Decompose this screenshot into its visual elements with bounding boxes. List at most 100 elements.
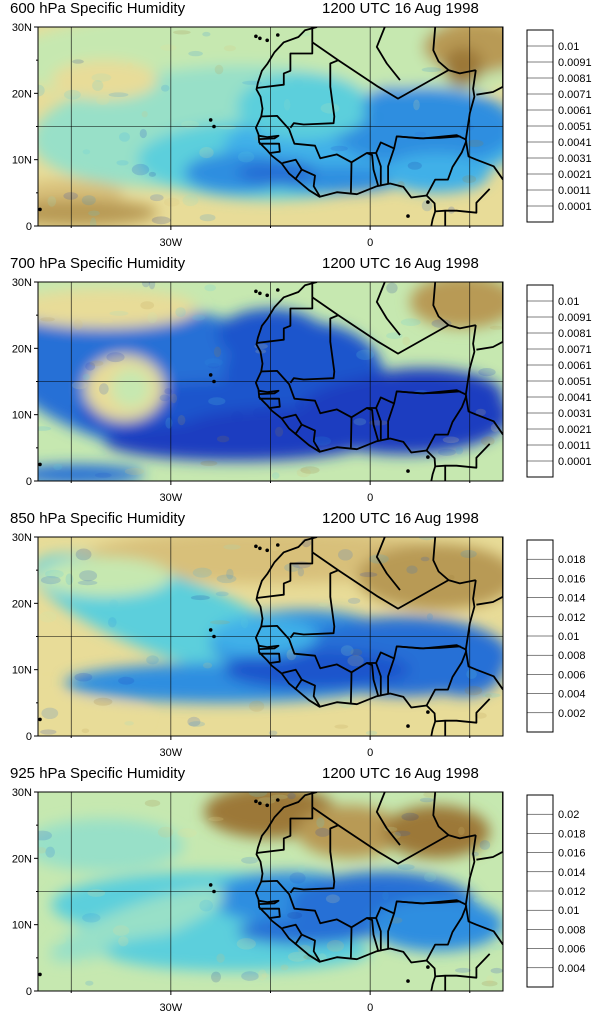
island bbox=[258, 36, 262, 41]
colorbar-label: 0.014 bbox=[558, 867, 586, 879]
border-line bbox=[435, 443, 491, 469]
humidity-texture bbox=[148, 282, 156, 290]
island bbox=[276, 33, 280, 37]
border-line bbox=[432, 792, 450, 836]
border-line bbox=[464, 834, 503, 946]
humidity-texture bbox=[150, 194, 164, 202]
humidity-texture bbox=[420, 556, 430, 562]
x-tick-label: 0 bbox=[367, 747, 373, 759]
humidity-texture bbox=[216, 435, 230, 443]
humidity-texture bbox=[119, 132, 130, 142]
colorbar-label: 0.01 bbox=[558, 296, 579, 308]
colorbar-label: 0.0041 bbox=[558, 392, 592, 404]
y-tick-label: 20N bbox=[12, 598, 32, 610]
humidity-texture bbox=[490, 944, 503, 951]
border-line bbox=[259, 142, 281, 154]
border-line bbox=[435, 953, 491, 979]
colorbar-label: 0.0051 bbox=[558, 376, 592, 388]
humidity-region bbox=[38, 702, 145, 730]
humidity-texture bbox=[407, 161, 422, 170]
map-600hpa: 30N 20N 10N 0 30W 0 0.01 0.0091 0.0081 0.0071 0.00… bbox=[12, 22, 592, 249]
humidity-texture bbox=[79, 570, 98, 582]
y-tick-label: 20N bbox=[12, 88, 32, 100]
y-tick-label: 30N bbox=[12, 787, 32, 799]
humidity-texture bbox=[474, 712, 487, 719]
coastline bbox=[254, 792, 437, 991]
border-line bbox=[435, 188, 491, 214]
island bbox=[265, 293, 270, 298]
humidity-texture bbox=[253, 407, 272, 419]
colorbar-label: 0.018 bbox=[558, 828, 586, 840]
coastline bbox=[254, 537, 437, 736]
humidity-texture bbox=[38, 84, 45, 97]
humidity-texture bbox=[64, 89, 81, 100]
humidity-texture bbox=[426, 613, 433, 621]
humidity-texture bbox=[311, 436, 332, 446]
colorbar-label: 0.0011 bbox=[558, 440, 591, 452]
border-line bbox=[289, 314, 339, 384]
island bbox=[276, 798, 280, 802]
humidity-texture bbox=[283, 205, 293, 213]
humidity-region bbox=[38, 818, 185, 872]
humidity-texture bbox=[489, 325, 503, 330]
humidity-texture bbox=[368, 420, 388, 426]
humidity-texture bbox=[356, 349, 374, 360]
island bbox=[276, 288, 280, 292]
border-line bbox=[259, 389, 280, 395]
y-tick-label: 30N bbox=[12, 532, 32, 544]
humidity-region bbox=[38, 179, 125, 207]
humidity-texture bbox=[40, 729, 57, 735]
humidity-texture bbox=[424, 872, 437, 883]
humidity-texture bbox=[315, 827, 331, 837]
humidity-texture bbox=[151, 216, 171, 225]
border-line bbox=[282, 923, 303, 946]
colorbar-label: 0.002 bbox=[558, 708, 586, 720]
humidity-region bbox=[38, 199, 158, 226]
border-line bbox=[366, 917, 379, 951]
border-line bbox=[366, 407, 379, 441]
humidity-texture bbox=[92, 80, 104, 91]
panel-925hpa: 925 hPa Specific Humidity 1200 UTC 16 Au… bbox=[0, 765, 600, 1020]
panel-700hpa: 700 hPa Specific Humidity 1200 UTC 16 Au… bbox=[0, 255, 600, 510]
humidity-region bbox=[297, 805, 404, 859]
colorbar-label: 0.0091 bbox=[558, 57, 592, 69]
humidity-texture bbox=[88, 210, 100, 216]
humidity-texture bbox=[394, 830, 411, 837]
humidity-texture bbox=[458, 826, 465, 836]
humidity-texture bbox=[248, 792, 268, 797]
border-line bbox=[375, 792, 401, 846]
humidity-texture bbox=[124, 468, 144, 475]
humidity-texture bbox=[175, 307, 186, 317]
island bbox=[38, 717, 42, 722]
humidity-field bbox=[38, 792, 503, 991]
x-tick-label: 30W bbox=[160, 747, 183, 759]
island bbox=[254, 799, 258, 804]
island bbox=[406, 469, 410, 473]
humidity-texture bbox=[141, 282, 150, 288]
humidity-texture bbox=[382, 891, 389, 901]
humidity-texture bbox=[340, 645, 354, 656]
border-line bbox=[259, 397, 281, 409]
graticule bbox=[38, 537, 503, 736]
island bbox=[258, 546, 262, 551]
humidity-texture bbox=[45, 846, 55, 858]
colorbar-label: 0.0031 bbox=[558, 153, 592, 165]
panel-600hpa: 600 hPa Specific Humidity 1200 UTC 16 Au… bbox=[0, 0, 600, 255]
humidity-texture bbox=[318, 602, 328, 607]
humidity-texture bbox=[485, 693, 492, 698]
colorbar-label: 0.004 bbox=[558, 963, 586, 975]
humidity-texture bbox=[38, 830, 52, 841]
humidity-texture bbox=[109, 310, 129, 316]
humidity-texture bbox=[215, 591, 229, 597]
humidity-texture bbox=[401, 812, 419, 821]
humidity-texture bbox=[81, 728, 90, 734]
colorbar-label: 0.0001 bbox=[558, 201, 592, 213]
humidity-texture bbox=[268, 730, 278, 736]
border-line bbox=[476, 537, 503, 606]
humidity-texture bbox=[199, 214, 216, 222]
humidity-texture bbox=[347, 655, 364, 667]
humidity-texture bbox=[353, 418, 367, 426]
humidity-texture bbox=[202, 662, 213, 669]
